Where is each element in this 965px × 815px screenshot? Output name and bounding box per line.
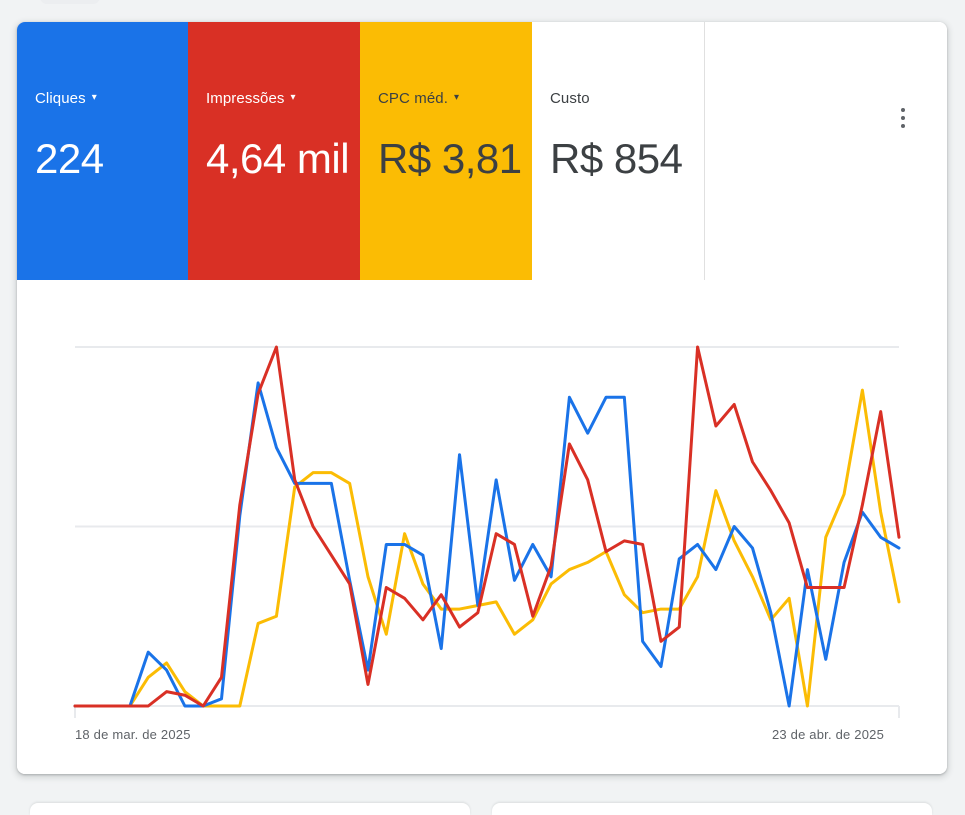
metric-strip: Cliques ▾ 224 Impressões ▾ 4,64 mil CPC mé… [17, 22, 947, 280]
metric-strip-filler [705, 22, 947, 280]
chart-line-cpc-m-d [73, 388, 901, 708]
metric-value-cliques: 224 [35, 135, 104, 183]
top-overflow-ghost [40, 0, 100, 4]
metric-tile-impressoes[interactable]: Impressões ▾ 4,64 mil [188, 22, 360, 280]
next-card-right-ghost [492, 803, 932, 815]
next-cards-row [0, 803, 965, 815]
metric-label-impressoes[interactable]: Impressões ▾ [206, 90, 296, 108]
dot-icon [901, 108, 905, 112]
dot-icon [901, 116, 905, 120]
metric-label-custo: Custo [550, 90, 590, 108]
metric-value-custo: R$ 854 [550, 135, 683, 182]
x-axis-start-label: 18 de mar. de 2025 [75, 727, 191, 742]
metric-label-cliques[interactable]: Cliques ▾ [35, 90, 97, 108]
chevron-down-icon[interactable]: ▾ [91, 92, 97, 104]
x-axis-end-label: 23 de abr. de 2025 [771, 727, 884, 742]
metric-value-impressoes: 4,64 mil [206, 135, 350, 183]
metric-value-cpc-med: R$ 3,81 [378, 135, 522, 183]
metric-label-text: Impressões [206, 90, 285, 107]
chart-svg [73, 345, 901, 718]
metric-tile-custo[interactable]: Custo R$ 854 [532, 22, 705, 280]
chevron-down-icon[interactable]: ▾ [454, 92, 460, 104]
chart-line-impress-es [73, 345, 901, 708]
metric-label-cpc-med[interactable]: CPC méd. ▾ [378, 90, 459, 108]
time-series-chart[interactable]: 18 de mar. de 2025 23 de abr. de 2025 [17, 280, 947, 774]
next-card-left-ghost [30, 803, 470, 815]
dot-icon [901, 124, 905, 128]
chevron-down-icon[interactable]: ▾ [290, 92, 296, 104]
more-options-button[interactable] [883, 98, 923, 138]
metric-tile-cliques[interactable]: Cliques ▾ 224 [17, 22, 188, 280]
metric-label-text: Custo [550, 90, 590, 107]
metrics-chart-card: Cliques ▾ 224 Impressões ▾ 4,64 mil CPC mé… [17, 22, 947, 774]
metric-label-text: CPC méd. [378, 90, 448, 107]
metric-label-text: Cliques [35, 90, 86, 107]
chart-line-cliques [73, 381, 901, 708]
metric-tile-cpc-med[interactable]: CPC méd. ▾ R$ 3,81 [360, 22, 532, 280]
